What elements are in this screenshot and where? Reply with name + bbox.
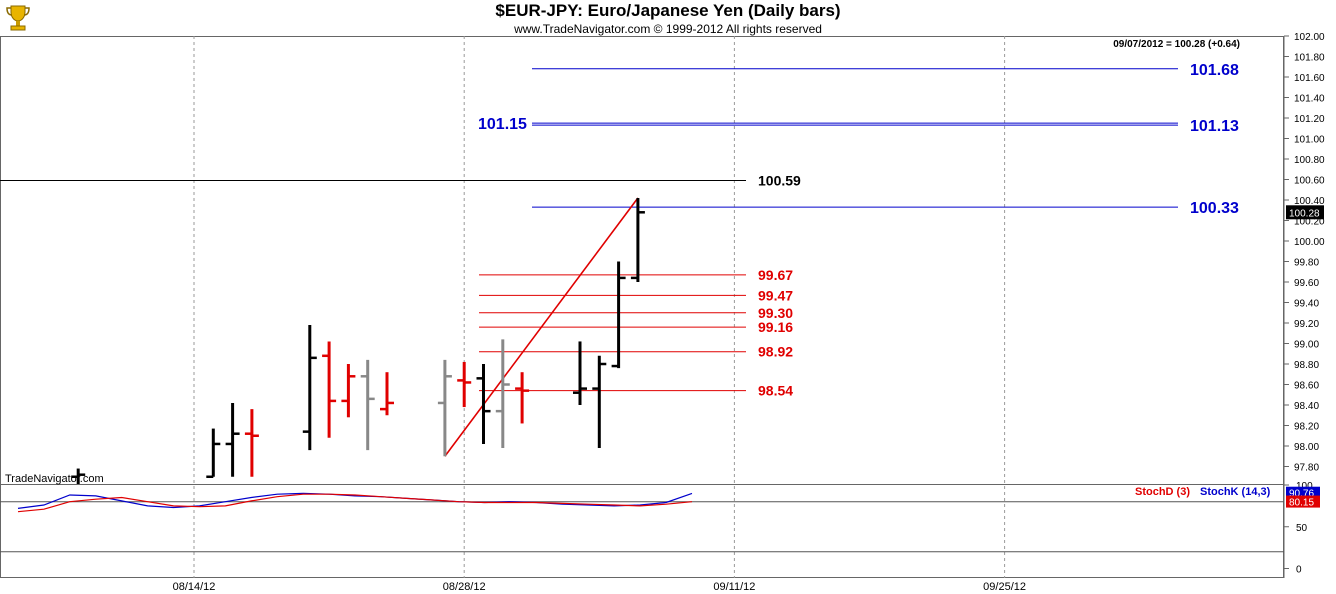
target-left-label: 101.15: [478, 116, 527, 133]
fib-level-label: 98.54: [758, 383, 793, 399]
ohlc-bar: [630, 197, 645, 282]
price-tick-label: 101.00: [1294, 135, 1325, 146]
stochastic-panel-frame: [0, 484, 1284, 578]
ohlc-bar: [515, 372, 530, 424]
stoch-value-label: 80.15: [1289, 498, 1314, 509]
fib-level-label: 99.67: [758, 267, 793, 283]
price-tick-label: 102.00: [1294, 32, 1325, 43]
ohlc-bar: [611, 261, 626, 369]
trendline: [444, 197, 639, 457]
price-tick-label: 98.20: [1294, 422, 1319, 433]
resistance-label: 100.59: [758, 173, 801, 189]
target-label: 100.33: [1190, 200, 1239, 217]
date-tick-label: 08/14/12: [173, 581, 216, 593]
fib-level-label: 99.16: [758, 319, 793, 335]
stoch-legend-entry: StochK (14,3): [1200, 486, 1271, 498]
ohlc-bar: [592, 355, 607, 449]
ohlc-bar: [71, 468, 86, 484]
stoch-value-label: 90.76: [1289, 489, 1314, 500]
stoch-line-k: [17, 492, 693, 509]
ohlc-bar: [244, 409, 259, 477]
stoch-tick-label: 100: [1296, 481, 1313, 492]
price-tick-label: 101.60: [1294, 73, 1325, 84]
price-tick-label: 98.40: [1294, 401, 1319, 412]
fib-level-label: 99.47: [758, 287, 793, 303]
price-tick-label: 99.00: [1294, 340, 1319, 351]
price-tick-label: 101.80: [1294, 53, 1325, 64]
price-tick-label: 100.40: [1294, 196, 1325, 207]
price-tick-label: 101.40: [1294, 94, 1325, 105]
ohlc-bar: [225, 402, 240, 477]
chart-title: $EUR-JPY: Euro/Japanese Yen (Daily bars): [495, 1, 841, 20]
ohlc-bar: [495, 339, 510, 449]
date-tick-label: 08/28/12: [443, 581, 486, 593]
price-tick-label: 98.00: [1294, 442, 1319, 453]
ohlc-bar: [322, 341, 337, 438]
watermark-text: TradeNavigator.com: [5, 473, 104, 485]
stoch-tick-label: 50: [1296, 523, 1308, 534]
price-tick-label: 100.00: [1294, 237, 1325, 248]
price-tick-label: 99.60: [1294, 278, 1319, 289]
ohlc-bar: [380, 372, 394, 416]
date-tick-label: 09/11/12: [713, 581, 755, 593]
ohlc-bar: [302, 325, 317, 451]
copyright-notice: www.TradeNavigator.com © 1999-2012 All r…: [514, 22, 822, 36]
ohlc-bar: [573, 341, 587, 405]
fib-level-label: 98.92: [758, 344, 793, 360]
stoch-value-box: [1286, 495, 1320, 508]
fib-level-label: 99.30: [758, 305, 793, 321]
price-tick-label: 100.60: [1294, 176, 1325, 187]
price-panel-frame: [0, 36, 1284, 485]
stoch-legend-entry: StochD (3): [1135, 486, 1190, 498]
target-label: 101.13: [1190, 118, 1239, 135]
price-tick-label: 99.80: [1294, 258, 1319, 269]
ohlc-bar: [341, 364, 356, 418]
price-tick-label: 99.20: [1294, 319, 1319, 330]
ohlc-bar: [206, 428, 221, 478]
price-tick-label: 98.80: [1294, 360, 1319, 371]
price-tick-label: 100.80: [1294, 155, 1325, 166]
price-tick-label: 97.80: [1294, 463, 1319, 474]
stoch-tick-label: 0: [1296, 565, 1302, 576]
price-tick-label: 98.60: [1294, 381, 1319, 392]
target-label: 101.68: [1190, 62, 1239, 79]
date-tick-label: 09/25/12: [983, 581, 1026, 593]
last-price-box: [1286, 205, 1324, 220]
ohlc-bar: [360, 359, 375, 451]
price-tick-label: 99.40: [1294, 299, 1319, 310]
trophy-logo-icon: [6, 5, 30, 31]
price-readout: 09/07/2012 = 100.28 (+0.64): [1113, 39, 1240, 50]
price-tick-label: 100.20: [1294, 217, 1325, 228]
ohlc-bar: [476, 364, 491, 444]
ohlc-bar: [437, 359, 452, 457]
stoch-line-d: [17, 493, 693, 513]
ohlc-bar: [457, 361, 472, 408]
price-tick-label: 101.20: [1294, 114, 1325, 125]
last-price-label: 100.28: [1289, 208, 1320, 219]
